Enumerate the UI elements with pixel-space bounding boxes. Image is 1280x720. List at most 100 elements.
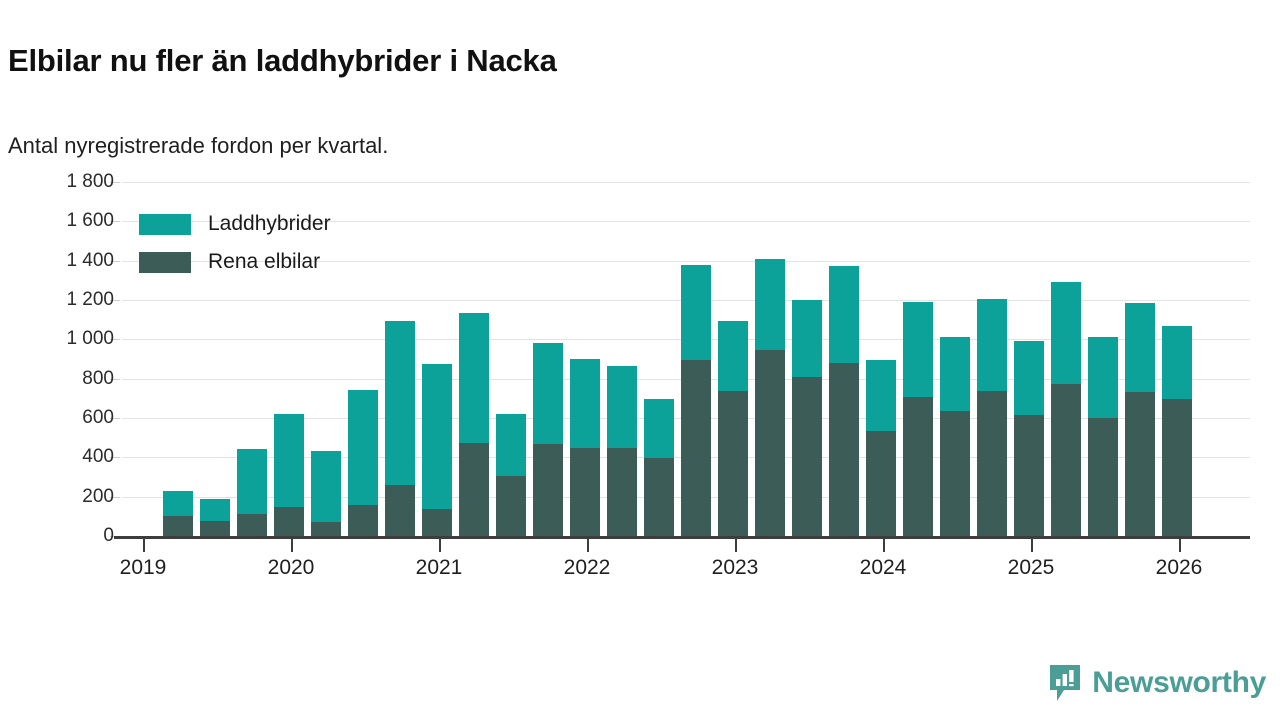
bar-2023-q4[interactable] — [866, 360, 896, 536]
x-axis-tick — [735, 539, 737, 552]
bar-segment-rena-elbilar — [718, 391, 748, 536]
bar-segment-rena-elbilar — [755, 350, 785, 536]
legend-item-laddhybrider[interactable]: Laddhybrider — [139, 205, 331, 243]
legend-label-laddhybrider: Laddhybrider — [208, 212, 331, 235]
x-axis-tick — [439, 539, 441, 552]
bar-segment-laddhybrider — [1088, 337, 1118, 418]
y-axis-tick — [110, 418, 120, 419]
legend-item-rena-elbilar[interactable]: Rena elbilar — [139, 243, 331, 281]
bar-2021-q2[interactable] — [496, 414, 526, 536]
bar-2021-q1[interactable] — [459, 312, 489, 536]
y-axis-tick-label: 0 — [103, 525, 114, 546]
bar-segment-laddhybrider — [348, 390, 378, 505]
bar-2019-q1[interactable] — [163, 491, 193, 536]
y-axis-tick-label: 800 — [82, 367, 114, 389]
bar-2023-q2[interactable] — [792, 300, 822, 536]
bar-segment-rena-elbilar — [1088, 418, 1118, 536]
x-axis-tick-label: 2023 — [711, 556, 759, 579]
bar-segment-rena-elbilar — [1162, 399, 1192, 536]
bar-segment-rena-elbilar — [274, 507, 304, 536]
bar-2022-q3[interactable] — [681, 264, 711, 536]
bar-segment-rena-elbilar — [422, 509, 452, 536]
bar-2020-q1[interactable] — [311, 451, 341, 536]
x-axis-tick-label: 2021 — [415, 556, 463, 579]
gridline — [122, 221, 1250, 223]
y-axis-tick-label: 400 — [82, 446, 114, 468]
y-axis-tick-label: 1 200 — [66, 289, 114, 310]
bar-segment-rena-elbilar — [533, 443, 563, 536]
y-axis-tick-label: 1 600 — [66, 210, 114, 232]
y-axis-tick — [110, 300, 120, 301]
bar-2021-q4[interactable] — [570, 359, 600, 536]
legend-swatch-laddhybrider — [139, 213, 191, 235]
newsworthy-logo[interactable]: Newsworthy — [1048, 664, 1266, 702]
bar-2024-q2[interactable] — [940, 337, 970, 536]
bar-segment-laddhybrider — [1014, 341, 1044, 416]
bar-segment-rena-elbilar — [163, 516, 193, 536]
bar-2025-q1[interactable] — [1051, 282, 1081, 536]
bar-segment-rena-elbilar — [681, 359, 711, 536]
bar-segment-rena-elbilar — [829, 362, 859, 536]
bar-segment-laddhybrider — [866, 360, 896, 431]
bar-2020-q3[interactable] — [385, 320, 415, 536]
bar-segment-laddhybrider — [681, 264, 711, 360]
y-axis-tick — [110, 221, 120, 223]
bar-segment-rena-elbilar — [496, 476, 526, 536]
bar-segment-laddhybrider — [829, 265, 859, 363]
bar-2020-q4[interactable] — [422, 363, 452, 536]
bar-2021-q3[interactable] — [533, 343, 563, 536]
bar-segment-rena-elbilar — [1014, 415, 1044, 536]
y-axis-tick-label: 1 400 — [66, 249, 114, 271]
x-axis-tick — [1031, 539, 1033, 552]
bar-chart-speech-bubble-icon — [1048, 664, 1082, 702]
bar-segment-laddhybrider — [311, 451, 341, 523]
bar-2019-q4[interactable] — [274, 414, 304, 536]
bar-segment-laddhybrider — [1125, 302, 1155, 393]
x-axis-tick — [587, 539, 589, 552]
plot-area — [110, 182, 1250, 539]
bar-2020-q2[interactable] — [348, 390, 378, 536]
bar-2022-q2[interactable] — [644, 399, 674, 536]
bar-segment-rena-elbilar — [311, 522, 341, 536]
bar-segment-laddhybrider — [607, 365, 637, 449]
y-axis-tick — [110, 339, 120, 341]
y-axis-tick-label: 1 800 — [66, 171, 114, 192]
bar-segment-laddhybrider — [755, 258, 785, 351]
bar-2023-q3[interactable] — [829, 265, 859, 536]
bar-2024-q4[interactable] — [1014, 341, 1044, 536]
bar-segment-rena-elbilar — [607, 448, 637, 536]
y-axis-tick — [110, 378, 120, 380]
legend-label-rena-elbilar: Rena elbilar — [208, 250, 321, 273]
bar-2019-q3[interactable] — [237, 448, 267, 536]
bar-segment-laddhybrider — [1162, 325, 1192, 400]
bar-segment-rena-elbilar — [459, 442, 489, 536]
logo-wordmark: Newsworthy — [1092, 666, 1266, 699]
bar-2022-q1[interactable] — [607, 365, 637, 536]
bar-segment-rena-elbilar — [644, 458, 674, 536]
bar-2025-q3[interactable] — [1125, 302, 1155, 536]
bar-segment-laddhybrider — [570, 359, 600, 449]
bar-2023-q1[interactable] — [755, 258, 785, 536]
bar-segment-rena-elbilar — [940, 411, 970, 536]
gridline — [122, 260, 1250, 262]
bar-2025-q4[interactable] — [1162, 325, 1192, 536]
x-axis-tick-label: 2019 — [119, 556, 167, 579]
chart-legend: Laddhybrider Rena elbilar — [139, 205, 331, 281]
bar-segment-laddhybrider — [940, 337, 970, 412]
bar-2019-q2[interactable] — [200, 499, 230, 536]
page-subtitle: Antal nyregistrerade fordon per kvartal. — [8, 133, 389, 158]
legend-swatch-rena-elbilar — [139, 251, 191, 273]
bar-2024-q1[interactable] — [903, 301, 933, 536]
y-axis-tick-label: 600 — [82, 407, 114, 428]
bar-2024-q3[interactable] — [977, 299, 1007, 536]
bar-2025-q2[interactable] — [1088, 337, 1118, 536]
bar-2022-q4[interactable] — [718, 320, 748, 536]
y-axis-tick-label: 200 — [82, 485, 114, 507]
bar-segment-rena-elbilar — [866, 430, 896, 536]
bar-segment-rena-elbilar — [1051, 383, 1081, 536]
x-axis-tick — [143, 539, 145, 552]
y-axis-tick — [110, 182, 120, 183]
x-axis-tick — [291, 539, 293, 552]
bar-segment-laddhybrider — [274, 414, 304, 508]
bar-series-group — [122, 182, 1250, 536]
